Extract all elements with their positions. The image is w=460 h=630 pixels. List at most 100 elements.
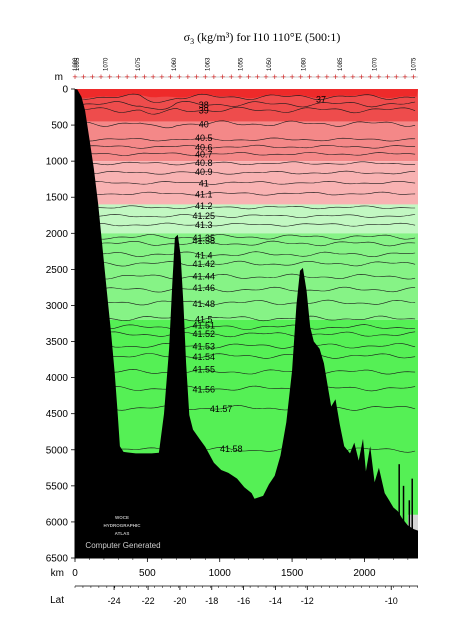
contour-label: 40.5	[195, 133, 213, 143]
station-label: 1070	[373, 57, 379, 71]
station-marker: +	[151, 72, 156, 82]
contour-label: 41.5	[195, 314, 213, 324]
station-marker: +	[342, 72, 347, 82]
contour-line	[74, 331, 416, 338]
lat-tick-label: -12	[301, 596, 314, 606]
x-tick-label: 1000	[209, 568, 232, 579]
station-marker: +	[168, 72, 173, 82]
station-marker: +	[263, 72, 268, 82]
title-sigma: σ	[184, 30, 191, 44]
contour-line	[74, 93, 416, 103]
contour-line	[75, 343, 416, 349]
contour-line	[74, 100, 416, 110]
contour-label: 41.51	[193, 321, 216, 331]
contour-line	[74, 299, 416, 306]
contour-line	[74, 120, 416, 129]
contour-line	[74, 385, 416, 392]
x-tick-label: 0	[72, 568, 78, 579]
station-marker: +	[237, 72, 242, 82]
station-marker: +	[324, 72, 329, 82]
station-marker: +	[368, 72, 373, 82]
contour-label: 40.6	[195, 143, 213, 153]
y-tick-label: 2000	[46, 229, 69, 240]
bathymetry	[75, 89, 418, 559]
logo-caption: Computer Generated	[85, 541, 160, 550]
surface-layer	[75, 89, 418, 99]
contour-label: 39	[199, 106, 209, 116]
contour-line	[74, 222, 416, 227]
logo-line-3: ATLAS	[115, 531, 130, 536]
station-marker: +	[298, 72, 303, 82]
y-tick-label: 6000	[46, 517, 69, 528]
contour-label: 41.53	[193, 342, 216, 352]
y-tick-label: 5000	[46, 445, 69, 456]
contour-line	[74, 405, 416, 411]
contour-line	[74, 170, 416, 175]
station-marker: +	[194, 72, 199, 82]
station-marker: +	[211, 72, 216, 82]
contour-line	[74, 260, 416, 267]
station-marker: +	[350, 72, 355, 82]
contour-line	[74, 369, 416, 375]
density-band	[75, 233, 418, 320]
lat-tick-label: -16	[237, 596, 250, 606]
station-marker: +	[272, 72, 277, 82]
y-axis-label: m	[55, 72, 63, 83]
lat-tick-label: -18	[205, 596, 218, 606]
lat-tick-label: -20	[173, 596, 186, 606]
contour-label: 38	[199, 100, 209, 110]
station-marker: +	[289, 72, 294, 82]
station-marker: +	[359, 72, 364, 82]
contour-label: 41.25	[193, 211, 216, 221]
contour-label: 41.58	[220, 444, 243, 454]
station-label: 1060	[172, 57, 178, 71]
contour-label: 41.52	[193, 329, 216, 339]
contour-label: 41.57	[210, 404, 233, 414]
contour-label: 41.35	[193, 233, 216, 243]
axes: 0500100015002000250030003500400045005000…	[46, 72, 418, 606]
contour-label: 41.55	[193, 364, 216, 374]
y-tick-label: 3500	[46, 337, 69, 348]
station-marker: +	[81, 72, 86, 82]
seafloor	[75, 89, 418, 559]
y-tick-label: 4500	[46, 409, 69, 420]
contour-lines: 3738394040.540.640.740.840.94141.141.241…	[74, 93, 416, 454]
chart-title: σ3 (kg/m³) for I10 110°E (500:1)	[184, 30, 341, 46]
x-axis-label: km	[51, 568, 64, 579]
station-label: 1090	[73, 57, 79, 71]
lat-axis-label: Lat	[50, 595, 64, 606]
contour-label: 41.38	[193, 236, 216, 246]
station-marker: +	[281, 72, 286, 82]
x-tick-label: 1500	[281, 568, 304, 579]
contour-label: 41.4	[195, 251, 213, 261]
y-tick-label: 5500	[46, 481, 69, 492]
contour-label: 41.1	[195, 189, 213, 199]
contour-line	[74, 152, 416, 156]
contour-label: 41.3	[195, 220, 213, 230]
contour-label: 40.7	[195, 149, 213, 159]
contour-label: 40	[199, 120, 209, 130]
contour-label: 40.8	[195, 158, 213, 168]
station-label: 1080	[302, 57, 308, 71]
contour-line	[74, 315, 416, 322]
contour-line	[74, 180, 416, 185]
station-marker: +	[142, 72, 147, 82]
contour-line	[74, 144, 416, 149]
station-marker: +	[316, 72, 321, 82]
contour-line	[75, 273, 416, 280]
station-marker: +	[185, 72, 190, 82]
station-marker: +	[402, 72, 407, 82]
station-marker: +	[107, 72, 112, 82]
contour-line	[74, 191, 416, 196]
station-label: 1075	[136, 57, 142, 71]
station-marker: +	[133, 72, 138, 82]
contour-label: 37	[316, 95, 326, 105]
lat-tick-label: -24	[108, 596, 121, 606]
contour-line	[74, 353, 416, 359]
x-tick-label: 2000	[353, 568, 376, 579]
station-marker: +	[177, 72, 182, 82]
lat-tick-label: -10	[385, 596, 398, 606]
station-marker: +	[394, 72, 399, 82]
